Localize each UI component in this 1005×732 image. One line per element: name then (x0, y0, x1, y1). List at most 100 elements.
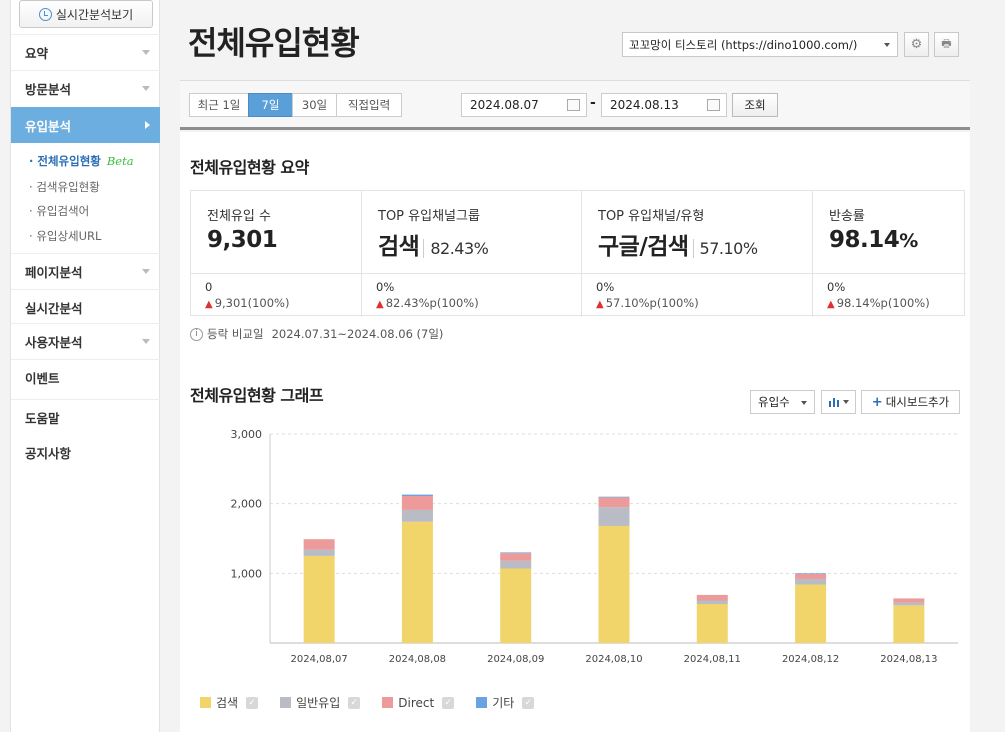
bar-segment[interactable] (598, 525, 630, 643)
bar-segment[interactable] (795, 578, 827, 585)
bar-segment[interactable] (401, 494, 433, 497)
card-delta-value: 82.43%p(100%) (385, 296, 479, 310)
sidebar-item-events[interactable]: 이벤트 (11, 359, 160, 395)
chart-type-button[interactable] (821, 390, 856, 414)
checkbox-icon[interactable]: ✓ (348, 696, 361, 709)
legend-swatch (200, 697, 211, 708)
chevron-down-icon (142, 50, 150, 55)
page-scroll-gutter (990, 0, 1005, 732)
bar-segment[interactable] (696, 603, 728, 643)
sidebar-item-summary[interactable]: 요약 (11, 34, 160, 70)
bar-segment[interactable] (401, 496, 433, 510)
submenu-item-detail-url[interactable]: · 유입상세URL (29, 229, 102, 243)
filter-bar: 최근 1일 7일 30일 직접입력 2024.08.07 - 2024.08.1… (180, 80, 970, 130)
add-dashboard-button[interactable]: + 대시보드추가 (861, 390, 960, 414)
legend-item-direct[interactable]: Direct ✓ (382, 694, 455, 711)
tab-1day[interactable]: 최근 1일 (189, 93, 249, 117)
submenu-item-total-inflow[interactable]: · 전체유입현황 Beta (29, 154, 134, 168)
bar-segment[interactable] (303, 555, 335, 643)
tab-7days[interactable]: 7일 (248, 93, 293, 117)
tab-custom[interactable]: 직접입력 (336, 93, 402, 117)
end-date-value: 2024.08.13 (610, 98, 679, 112)
legend-label: Direct (398, 695, 435, 710)
chevron-down-icon (142, 86, 150, 91)
bar-segment[interactable] (893, 598, 925, 603)
checkbox-icon[interactable]: ✓ (442, 696, 455, 709)
card-value: 98.14% (829, 227, 918, 253)
card-delta-value: 57.10%p(100%) (605, 296, 699, 310)
compare-note: i 등락 비교일 2024.07.31~2024.08.06 (7일) (190, 326, 443, 342)
bar-segment[interactable] (401, 521, 433, 643)
summary-card-total: 전체유입 수 9,301 0 ▲ 9,301(100%) (191, 191, 362, 317)
bar-segment[interactable] (795, 573, 827, 575)
y-tick-label: 3,000 (231, 428, 263, 441)
info-icon: i (190, 327, 203, 341)
realtime-analysis-button[interactable]: 실시간분석보기 (19, 0, 153, 28)
card-unit: % (899, 230, 918, 252)
bar-segment[interactable] (795, 574, 827, 579)
end-date-input[interactable]: 2024.08.13 (601, 93, 727, 117)
sidebar-item-label: 이벤트 (25, 371, 60, 386)
query-button[interactable]: 조회 (732, 93, 778, 117)
start-date-input[interactable]: 2024.08.07 (461, 93, 587, 117)
legend-item-etc[interactable]: 기타 ✓ (476, 694, 535, 711)
up-arrow-icon: ▲ (376, 299, 384, 310)
legend-label: 일반유입 (296, 696, 341, 710)
bar-segment[interactable] (303, 549, 335, 556)
sidebar-item-label: 실시간분석 (25, 301, 83, 316)
card-percent: 57.10% (692, 239, 758, 258)
bar-segment[interactable] (500, 568, 532, 643)
sidebar-item-inflow-analysis[interactable]: 유입분석 (11, 107, 160, 143)
bar-segment[interactable] (598, 496, 630, 498)
start-date-value: 2024.08.07 (470, 98, 539, 112)
bar-segment[interactable] (893, 605, 925, 643)
chevron-right-icon (145, 121, 150, 129)
card-value-number: 98.14 (829, 227, 900, 253)
bar-segment[interactable] (598, 497, 630, 508)
submenu-item-search-keywords[interactable]: · 유입검색어 (29, 204, 90, 218)
sidebar-item-notices[interactable]: 공지사항 (11, 434, 160, 470)
legend-item-general[interactable]: 일반유입 ✓ (280, 694, 361, 711)
sidebar-item-help[interactable]: 도움말 (11, 399, 160, 435)
legend-item-search[interactable]: 검색 ✓ (200, 694, 259, 711)
sidebar-item-user-analysis[interactable]: 사용자분석 (11, 323, 160, 359)
realtime-analysis-label: 실시간분석보기 (55, 7, 134, 22)
bar-segment[interactable] (696, 600, 728, 604)
bar-segment[interactable] (696, 594, 728, 601)
card-delta: ▲ 98.14%p(100%) (827, 296, 930, 310)
tab-30days[interactable]: 30일 (292, 93, 337, 117)
add-dashboard-label: 대시보드추가 (885, 395, 950, 409)
blog-select[interactable]: 꼬꼬망이 티스토리 (https://dino1000.com/) (622, 32, 898, 57)
bar-segment[interactable] (500, 553, 532, 561)
bar-segment[interactable] (500, 560, 532, 569)
bar-segment[interactable] (598, 507, 630, 526)
checkbox-icon[interactable]: ✓ (246, 696, 259, 709)
print-button[interactable]: 🖶 (934, 32, 959, 57)
card-compare: 0% (827, 280, 846, 294)
sidebar-item-label: 사용자분석 (25, 335, 83, 350)
compare-label: 등락 비교일 (207, 327, 264, 341)
plus-icon: + (871, 394, 883, 410)
period-tabs: 최근 1일 7일 30일 직접입력 (189, 93, 402, 117)
card-delta: ▲ 57.10%p(100%) (596, 296, 699, 310)
sidebar-item-visit-analysis[interactable]: 방문분석 (11, 70, 160, 106)
card-label: 반송률 (829, 209, 865, 224)
sidebar-item-page-analysis[interactable]: 페이지분석 (11, 253, 160, 289)
calendar-icon[interactable] (567, 99, 580, 111)
bar-segment[interactable] (893, 602, 925, 606)
sidebar-item-realtime-analysis[interactable]: 실시간분석 (11, 289, 160, 325)
x-tick-label: 2024,08,12 (782, 654, 839, 665)
card-label: 전체유입 수 (207, 209, 271, 224)
summary-title: 전체유입현황 요약 (190, 158, 309, 177)
calendar-icon[interactable] (707, 99, 720, 111)
caret-down-icon (884, 43, 890, 47)
metric-select[interactable]: 유입수 (750, 390, 815, 414)
bar-segment[interactable] (500, 552, 532, 554)
checkbox-icon[interactable]: ✓ (522, 696, 535, 709)
submenu-item-search-inflow[interactable]: · 검색유입현황 (29, 180, 100, 194)
bar-segment[interactable] (303, 539, 335, 550)
bar-segment[interactable] (795, 584, 827, 643)
settings-button[interactable]: ⚙ (904, 32, 929, 57)
bar-segment[interactable] (401, 509, 433, 522)
legend-swatch (280, 697, 292, 708)
